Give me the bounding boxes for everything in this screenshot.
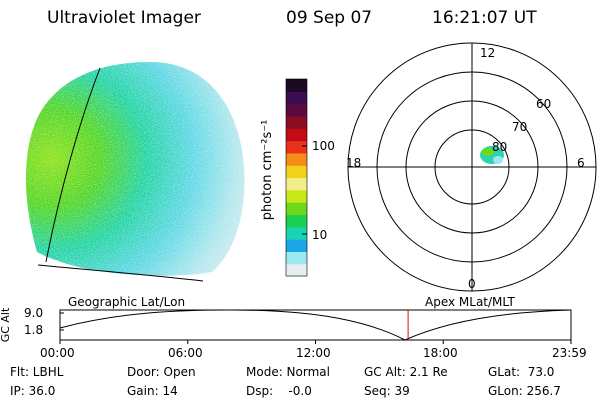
colorbar-segment bbox=[286, 128, 307, 142]
colorbar-segment bbox=[286, 263, 307, 277]
colorbar-segment bbox=[286, 165, 307, 179]
status-gc-alt: GC Alt: 2.1 Re bbox=[364, 365, 448, 379]
timeline-plot bbox=[59, 309, 572, 344]
colorbar-segment bbox=[286, 152, 307, 166]
colorbar-tick-100: 100 bbox=[312, 139, 335, 153]
status-door: Door: Open bbox=[127, 365, 196, 379]
status-ip: IP: 36.0 bbox=[10, 384, 56, 398]
polar-label-0: 0 bbox=[468, 277, 476, 291]
color-bar bbox=[285, 78, 308, 277]
status-dsp: Dsp: -0.0 bbox=[246, 384, 312, 398]
polar-aurora-patch bbox=[480, 146, 504, 164]
timeline-right-label: Apex MLat/MLT bbox=[425, 295, 515, 309]
colorbar-segment bbox=[286, 202, 307, 216]
colorbar-segment bbox=[286, 79, 307, 92]
status-mode: Mode: Normal bbox=[246, 365, 330, 379]
colorbar-segment bbox=[286, 226, 307, 240]
polar-plot bbox=[347, 42, 597, 292]
timeline-xtick-0600: 06:00 bbox=[168, 346, 203, 360]
status-seq: Seq: 39 bbox=[364, 384, 410, 398]
colorbar-segment bbox=[286, 189, 307, 203]
polar-label-12: 12 bbox=[480, 46, 496, 60]
timeline-ytick-1.8: 1.8 bbox=[24, 323, 44, 337]
colorbar-unit-label: photon cm⁻²s⁻¹ bbox=[260, 119, 275, 221]
timeline-ytick-9: 9.0 bbox=[24, 306, 44, 320]
status-glat: GLat: 73.0 bbox=[488, 365, 555, 379]
time-label: 16:21:07 UT bbox=[432, 8, 537, 28]
timeline-axis-title: GC Alt bbox=[0, 307, 12, 343]
date-label: 09 Sep 07 bbox=[286, 8, 373, 28]
polar-label-6: 6 bbox=[577, 156, 585, 170]
instrument-title: Ultraviolet Imager bbox=[47, 8, 201, 28]
polar-lat-60: 60 bbox=[536, 97, 552, 111]
timeline-xtick-1200: 12:00 bbox=[296, 346, 331, 360]
geo-longitude-line bbox=[45, 67, 101, 263]
colorbar-tick-10: 10 bbox=[312, 228, 328, 242]
polar-lat-70: 70 bbox=[512, 120, 528, 134]
colorbar-segment bbox=[286, 214, 307, 228]
colorbar-segment bbox=[286, 103, 307, 117]
status-gain: Gain: 14 bbox=[127, 384, 178, 398]
polar-lat-80: 80 bbox=[492, 140, 508, 154]
colorbar-segment bbox=[286, 177, 307, 191]
timeline-xtick-0000: 00:00 bbox=[40, 346, 75, 360]
timeline-xtick-2359: 23:59 bbox=[552, 346, 587, 360]
geo-latitude-line bbox=[37, 264, 204, 282]
orbit-altitude-curve bbox=[59, 309, 572, 341]
uv-image-disk bbox=[25, 62, 245, 282]
colorbar-segment bbox=[286, 251, 307, 265]
polar-label-18: 18 bbox=[346, 156, 362, 170]
status-filter: Flt: LBHL bbox=[10, 365, 64, 379]
colorbar-segment bbox=[286, 239, 307, 252]
colorbar-segment bbox=[286, 140, 307, 154]
colorbar-segment bbox=[286, 91, 307, 105]
status-glon: GLon: 256.7 bbox=[488, 384, 561, 398]
timeline-xtick-1800: 18:00 bbox=[423, 346, 458, 360]
timeline-left-label: Geographic Lat/Lon bbox=[68, 295, 186, 309]
colorbar-segment bbox=[286, 115, 307, 129]
